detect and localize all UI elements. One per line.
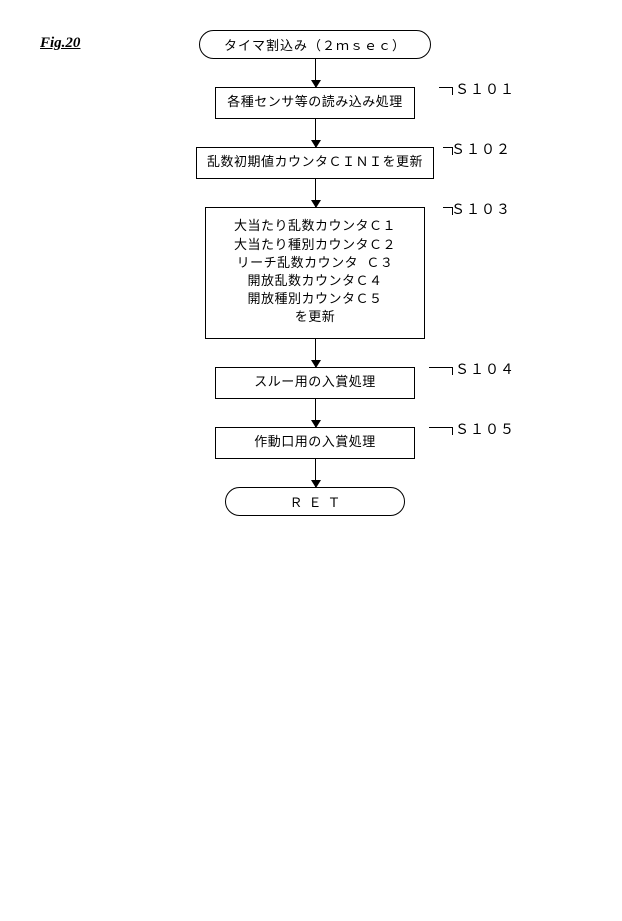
process-s101: 各種センサ等の読み込み処理 [215,87,415,119]
arrow [315,339,316,367]
lead-s105 [429,427,453,435]
arrow [315,179,316,207]
lead-s101 [439,87,453,95]
lead-s104 [429,367,453,375]
step-s104-row: スルー用の入賞処理 Ｓ１０４ [155,367,475,399]
step-label-s101: Ｓ１０１ [455,79,515,99]
process-s104: スルー用の入賞処理 [215,367,415,399]
step-label-s104: Ｓ１０４ [455,359,515,379]
flowchart-container: タイマ割込み（２ｍｓｅｃ） 各種センサ等の読み込み処理 Ｓ１０１ 乱数初期値カウ… [155,30,475,516]
step-s105-row: 作動口用の入賞処理 Ｓ１０５ [155,427,475,459]
terminal-end: ＲＥＴ [225,487,405,516]
step-label-s105: Ｓ１０５ [455,419,515,439]
arrow [315,459,316,487]
step-label-s102: Ｓ１０２ [451,139,511,159]
step-s102-row: 乱数初期値カウンタＣＩＮＩを更新 Ｓ１０２ [155,147,475,179]
process-s105: 作動口用の入賞処理 [215,427,415,459]
arrow [315,119,316,147]
arrow [315,59,316,87]
step-s103-row: 大当たり乱数カウンタＣ１ 大当たり種別カウンタＣ２ リーチ乱数カウンタ Ｃ３ 開… [155,207,475,338]
figure-label: Fig.20 [40,35,80,52]
step-label-s103: Ｓ１０３ [451,199,511,219]
step-s101-row: 各種センサ等の読み込み処理 Ｓ１０１ [155,87,475,119]
process-s103: 大当たり乱数カウンタＣ１ 大当たり種別カウンタＣ２ リーチ乱数カウンタ Ｃ３ 開… [205,207,425,338]
process-s102: 乱数初期値カウンタＣＩＮＩを更新 [196,147,434,179]
arrow [315,399,316,427]
terminal-start: タイマ割込み（２ｍｓｅｃ） [199,30,431,59]
